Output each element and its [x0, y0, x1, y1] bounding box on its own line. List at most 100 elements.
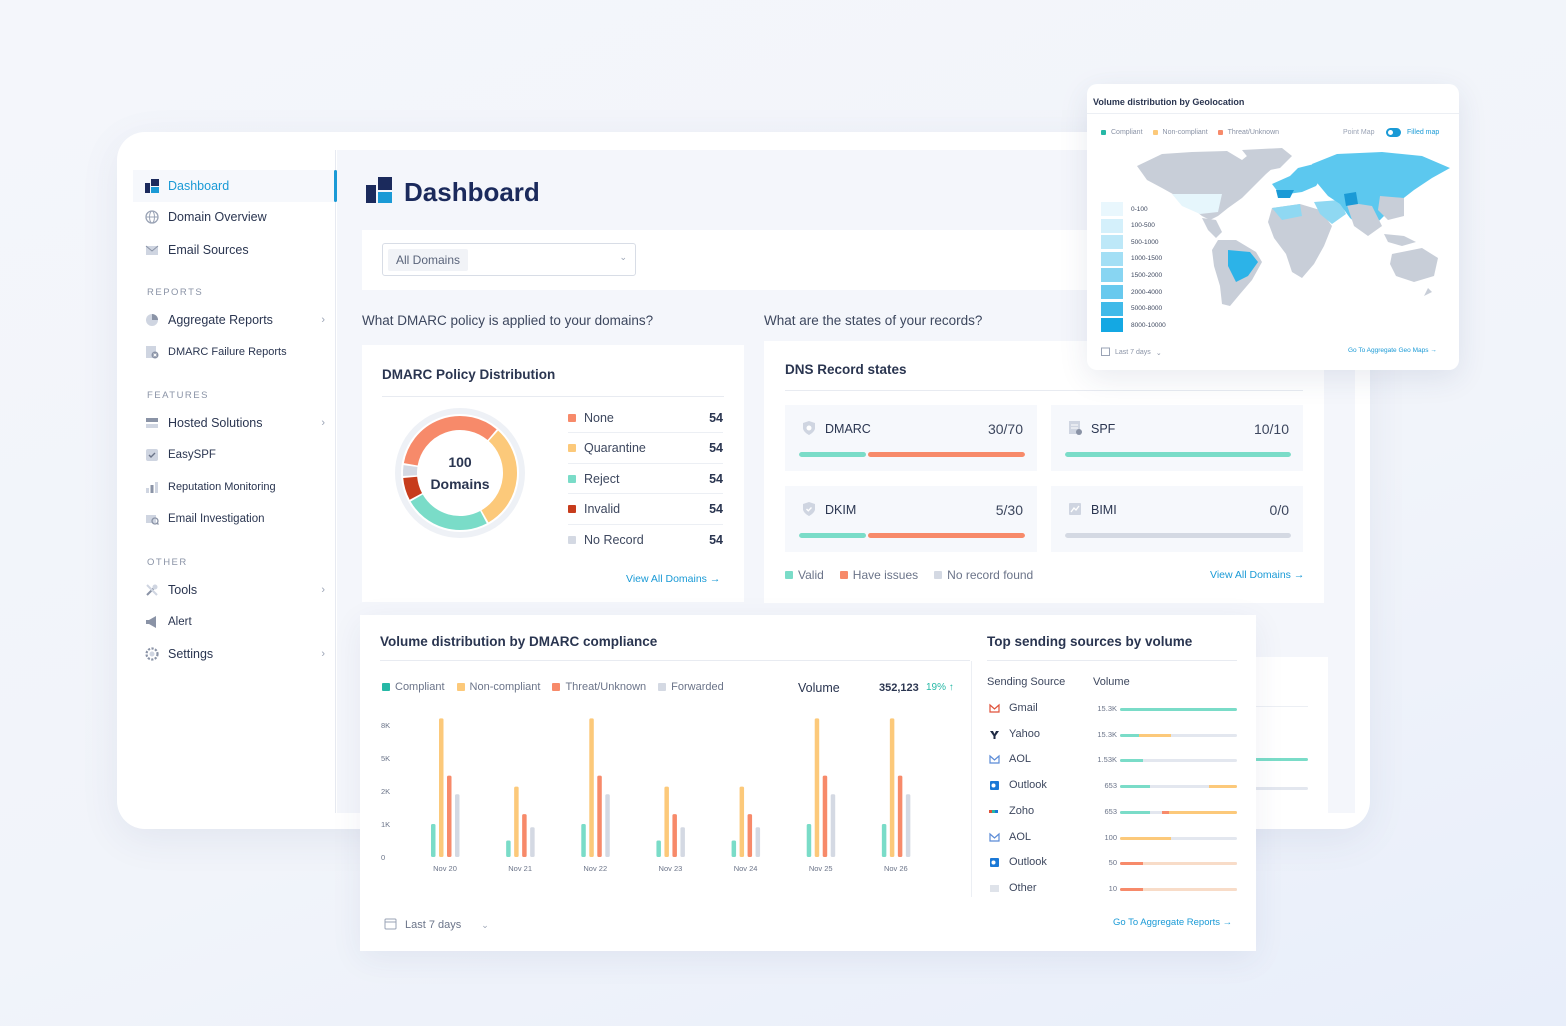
bar-segment	[1150, 810, 1163, 814]
bar-segment	[799, 452, 867, 457]
x-tick-label: Nov 20	[433, 864, 457, 873]
legend-label: Reject	[584, 471, 620, 486]
sources-title: Top sending sources by volume	[987, 634, 1193, 649]
source-row[interactable]: AOL 1.53K	[987, 750, 1237, 770]
donut-label: Domains	[430, 476, 490, 492]
active-nav-highlight	[133, 170, 337, 202]
sidebar-item-settings[interactable]: Settings ›	[145, 643, 325, 665]
world-map	[1137, 148, 1450, 306]
question-records: What are the states of your records?	[764, 313, 983, 328]
sidebar-item-domain-overview[interactable]: Domain Overview	[145, 206, 325, 228]
sidebar-item-dmarc-failure-reports[interactable]: DMARC Failure Reports	[145, 341, 325, 363]
map-type-toggle[interactable]	[1386, 128, 1401, 137]
bar-segment	[1208, 785, 1237, 789]
chart-bar	[581, 824, 586, 857]
legend-value: 54	[709, 441, 723, 455]
gmail-icon	[989, 703, 1000, 714]
shield-icon	[801, 501, 817, 517]
chart-bar	[514, 786, 519, 857]
chart-bar	[506, 840, 511, 857]
sidebar-item-dashboard[interactable]: Dashboard	[145, 175, 325, 197]
easyspf-icon	[145, 448, 159, 462]
chart-bar	[664, 786, 669, 857]
record-score: 0/0	[1269, 502, 1289, 518]
gear-icon	[145, 647, 159, 661]
sidebar-item-easyspf[interactable]: EasySPF	[145, 444, 325, 466]
legend-value: 54	[709, 533, 723, 547]
volume-label: Volume	[798, 681, 840, 695]
go-aggregate-reports-link[interactable]: Go To Aggregate Reports →	[1113, 917, 1233, 928]
chevron-down-icon: ⌄	[619, 252, 627, 262]
sidebar-item-email-sources[interactable]: Email Sources	[145, 239, 325, 261]
chart-bar	[439, 718, 444, 857]
sidebar-item-tools[interactable]: Tools ›	[145, 579, 325, 601]
y-tick-label: 2K	[381, 787, 390, 796]
sidebar-item-reputation-monitoring[interactable]: Reputation Monitoring	[145, 476, 325, 498]
go-aggregate-geo-maps-link[interactable]: Go To Aggregate Geo Maps →	[1348, 347, 1437, 354]
period-select[interactable]: Last 7 days ⌄	[384, 917, 489, 933]
chart-bar	[680, 827, 685, 857]
source-row[interactable]: Other 10	[987, 879, 1237, 899]
domain-select[interactable]: All Domains ⌄	[382, 243, 636, 276]
sidebar-item-aggregate-reports[interactable]: Aggregate Reports ›	[145, 309, 325, 331]
source-row[interactable]: Zoho 653	[987, 802, 1237, 822]
source-row[interactable]: Yahoo 15.3K	[987, 725, 1237, 745]
dns-record-states-card: DNS Record states DMARC 30/70 SPF 10/10 …	[764, 341, 1324, 603]
sidebar-item-label: Email Sources	[168, 243, 249, 257]
source-name: AOL	[1009, 830, 1032, 843]
x-tick-label: Nov 24	[734, 864, 758, 873]
view-all-domains-link[interactable]: View All Domains →	[1210, 569, 1305, 581]
sidebar-item-label: Settings	[168, 647, 214, 661]
chart-bar	[605, 794, 610, 857]
geo-scale-row: 0-100	[1101, 202, 1148, 216]
legend-forwarded: Forwarded	[658, 681, 724, 693]
sidebar-item-email-investigation[interactable]: Email Investigation	[145, 508, 325, 530]
scale-label: 2000-4000	[1131, 288, 1163, 296]
chevron-right-icon: ›	[321, 648, 325, 660]
dns-record-spf[interactable]: SPF 10/10	[1051, 405, 1303, 471]
scale-swatch	[1101, 301, 1123, 316]
sidebar-item-hosted-solutions[interactable]: Hosted Solutions ›	[145, 412, 325, 434]
x-tick-label: Nov 21	[508, 864, 532, 873]
x-tick-label: Nov 22	[583, 864, 607, 873]
calendar-icon	[384, 917, 397, 933]
legend-threat-unknown: Threat/Unknown	[552, 681, 646, 693]
card-title: DMARC Policy Distribution	[382, 367, 556, 382]
dns-record-dmarc[interactable]: DMARC 30/70	[785, 405, 1037, 471]
y-tick-label: 8K	[381, 721, 390, 730]
sidebar-item-alert[interactable]: Alert	[145, 611, 325, 633]
volume-value: 352,123	[879, 682, 919, 694]
envelope-icon	[145, 243, 159, 257]
outlook-icon	[989, 857, 1000, 868]
policy-legend-row: None 54	[568, 403, 723, 433]
chart-bar	[656, 840, 661, 857]
dns-record-bimi[interactable]: BIMI 0/0	[1051, 486, 1303, 552]
source-row[interactable]: AOL 100	[987, 828, 1237, 848]
source-name: Gmail	[1009, 702, 1038, 714]
source-row[interactable]: Outlook 653	[987, 776, 1237, 796]
page-title: Dashboard	[366, 177, 540, 208]
policy-legend-row: Reject 54	[568, 464, 723, 494]
donut-slice-invalid	[403, 476, 423, 500]
bar-segment	[1120, 733, 1139, 737]
legend-compliant: Compliant	[382, 681, 445, 693]
source-volume: 653	[1104, 806, 1117, 816]
legend-valid: Valid	[785, 568, 824, 582]
chart-bar	[755, 827, 761, 857]
filter-bar: All Domains ⌄	[362, 230, 1152, 290]
chart-bar	[589, 718, 594, 857]
geo-period-select[interactable]: Last 7 days ⌄	[1101, 347, 1162, 358]
volume-compliance-card: Volume distribution by DMARC compliance …	[360, 615, 1256, 951]
scale-label: 100-500	[1131, 222, 1155, 230]
geo-scale-row: 2000-4000	[1101, 285, 1162, 299]
source-row[interactable]: Gmail 15.3K	[987, 699, 1237, 719]
divider	[382, 396, 724, 397]
chart-bar	[897, 775, 903, 857]
source-row[interactable]: Outlook 50	[987, 853, 1237, 873]
source-name: Yahoo	[1009, 727, 1040, 740]
record-name: DKIM	[825, 503, 857, 517]
dns-record-dkim[interactable]: DKIM 5/30	[785, 486, 1037, 552]
scale-swatch	[1101, 285, 1123, 299]
view-all-domains-link[interactable]: View All Domains →	[626, 573, 721, 585]
legend-value: 54	[709, 502, 723, 516]
